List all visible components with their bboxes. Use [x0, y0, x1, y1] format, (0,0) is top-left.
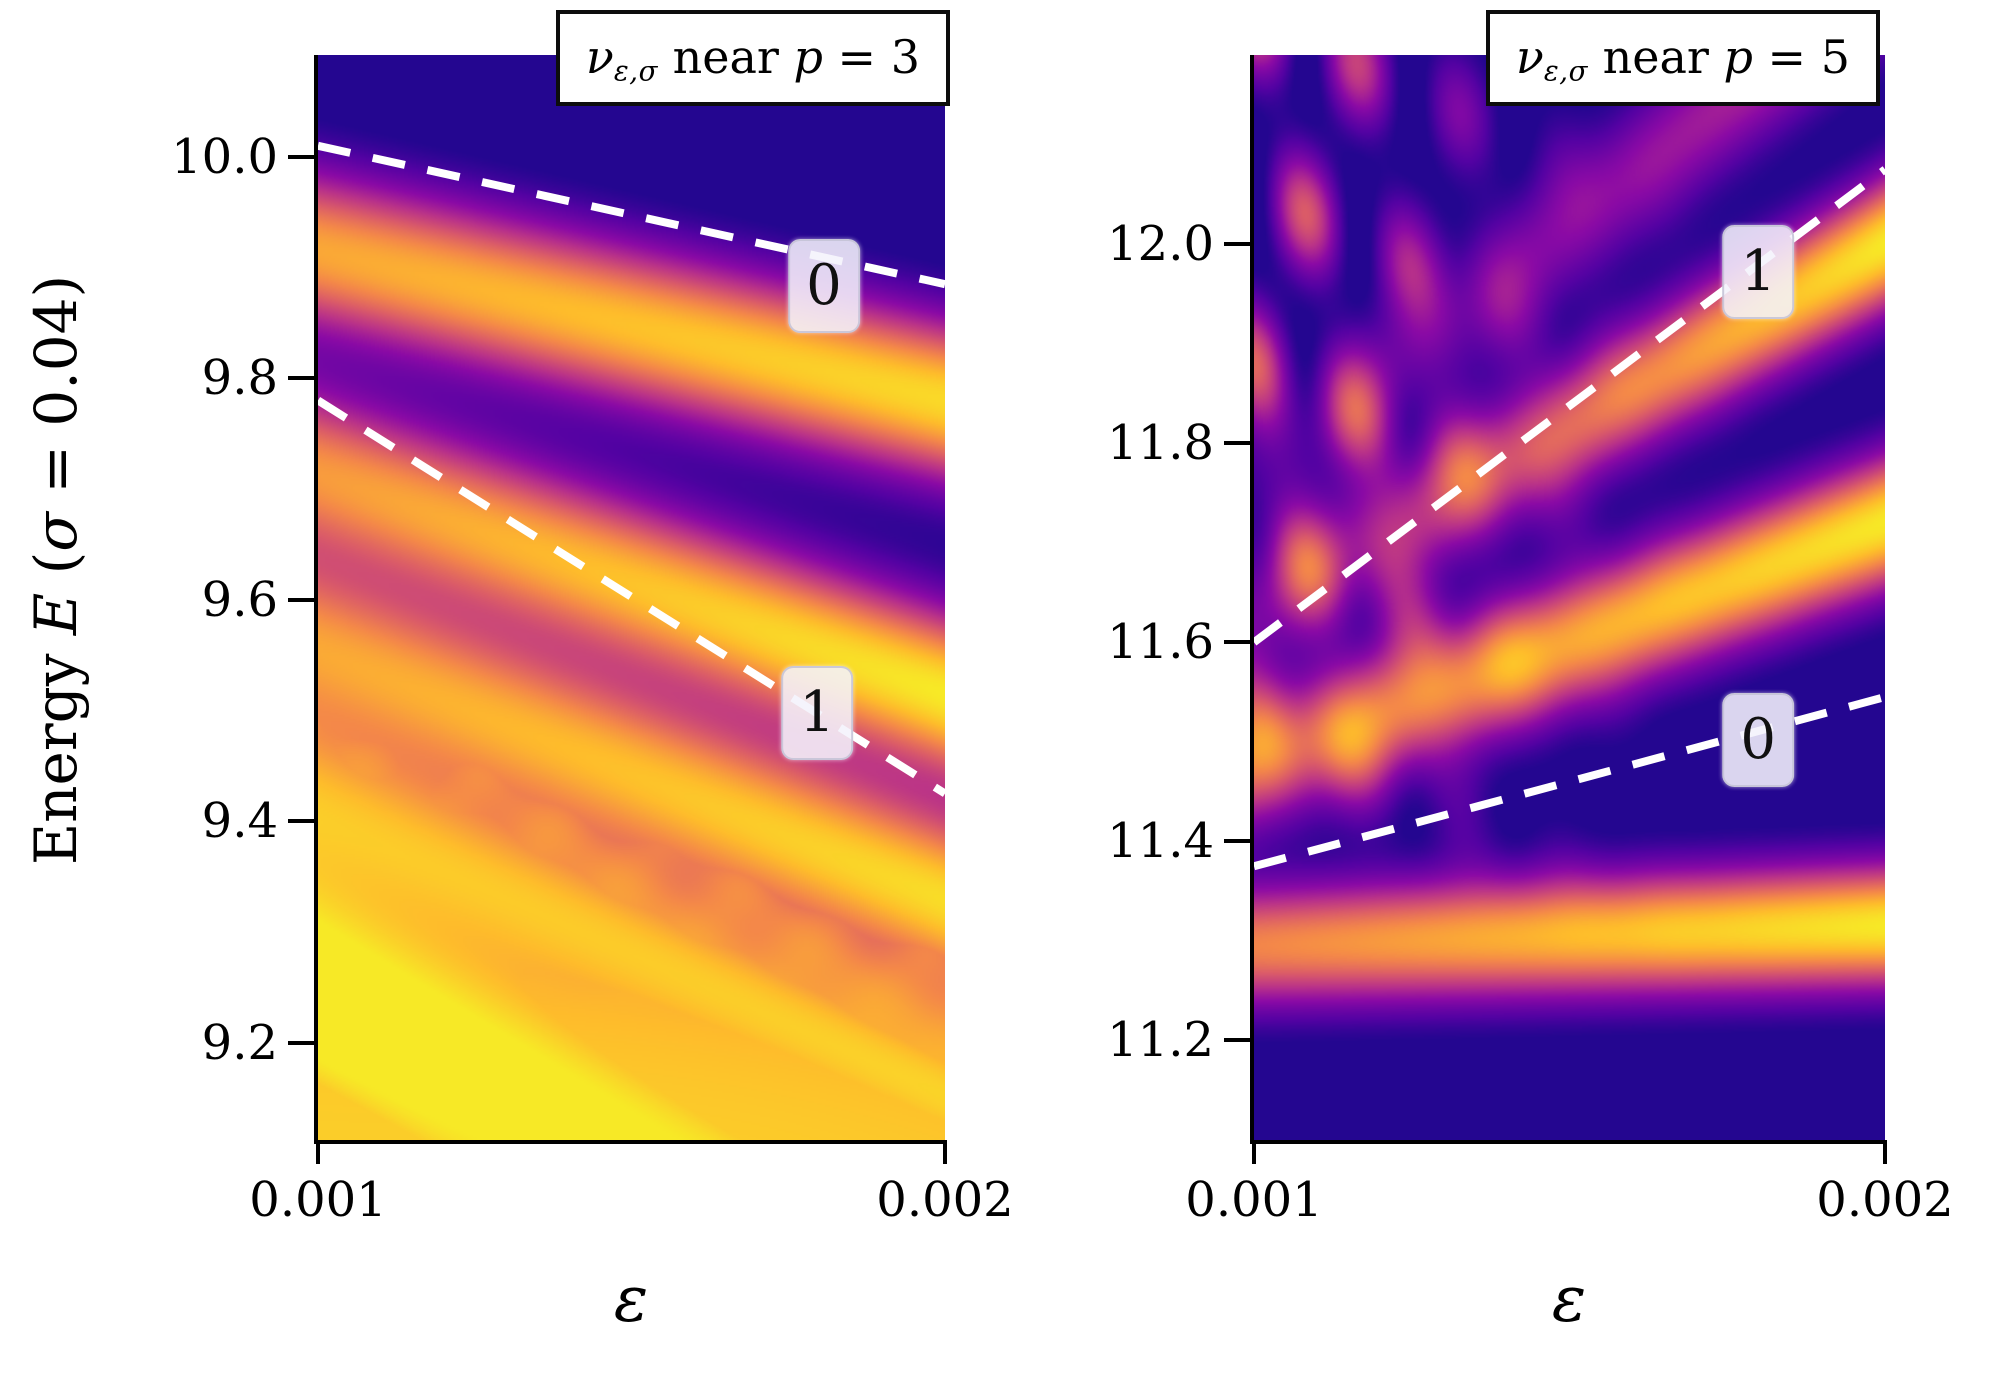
- x-axis-line: [1250, 1140, 1885, 1144]
- y-tick-label: 9.2: [201, 1014, 278, 1071]
- y-tick-mark: [288, 376, 314, 381]
- y-tick-mark: [288, 154, 314, 159]
- panel-title-p5: νε,σ near p = 5: [1485, 10, 1880, 106]
- y-tick-label: 11.4: [1107, 813, 1214, 870]
- title-subscript: ε,σ: [613, 54, 658, 88]
- y-tick-label: 10.0: [171, 128, 278, 185]
- y-tick-label: 11.6: [1107, 614, 1214, 671]
- y-tick-label: 9.8: [201, 350, 278, 407]
- heatmap-panel-p5: 1 0 12.0 11.8 11.6 11.4 11.2 0.001 0.002: [1107, 55, 1954, 1224]
- panel-title-p3: νε,σ near p = 3: [555, 10, 950, 106]
- y-tick-mark: [288, 819, 314, 824]
- line-label-1: 1: [781, 665, 853, 760]
- x-tick-label: 0.002: [876, 1172, 1014, 1228]
- x-axis-label-p5: ε: [1552, 1268, 1586, 1332]
- y-tick-mark: [1224, 1038, 1250, 1043]
- title-value: = 3: [822, 30, 920, 84]
- epsilon-symbol: ε: [613, 1263, 649, 1337]
- y-tick-mark: [288, 597, 314, 602]
- x-tick-label: 0.002: [1816, 1172, 1954, 1228]
- y-axis-label-E: E: [22, 592, 90, 636]
- x-tick-label: 0.001: [249, 1172, 387, 1228]
- heatmap-panel-p3: 0 1 10.0 9.8 9.6 9.4 9.2 0.001 0.002: [171, 55, 1014, 1224]
- y-tick-mark: [1224, 640, 1250, 645]
- x-axis-line: [314, 1140, 945, 1144]
- line-label-0: 0: [788, 239, 860, 334]
- y-tick-label: 9.4: [201, 793, 278, 850]
- y-axis-label: Energy E (σ = 0.04): [22, 275, 90, 865]
- title-p-symbol: p: [793, 30, 823, 84]
- line-label-1: 1: [1722, 225, 1794, 319]
- title-nu-symbol: ν: [585, 30, 614, 84]
- y-axis-label-value: = 0.04): [22, 274, 90, 513]
- title-p-symbol: p: [1723, 30, 1753, 84]
- y-tick-label: 9.6: [201, 571, 278, 628]
- y-tick-mark: [288, 1040, 314, 1045]
- y-axis-label-text: Energy: [22, 635, 90, 866]
- y-tick-mark: [1224, 839, 1250, 844]
- dashed-line-overlay-p5: [1251, 166, 1888, 871]
- x-tick-mark: [943, 1140, 947, 1164]
- x-tick-mark: [316, 1140, 320, 1164]
- title-text: near: [1587, 30, 1724, 84]
- title-subscript: ε,σ: [1543, 54, 1588, 88]
- x-tick-mark: [1883, 1140, 1887, 1164]
- dashed-line-overlay-p3: [315, 141, 948, 797]
- y-axis-label-sigma: σ: [22, 512, 90, 552]
- y-axis-line: [314, 55, 318, 1140]
- title-value: = 5: [1752, 30, 1850, 84]
- line-label-0: 0: [1722, 692, 1794, 787]
- y-tick-label: 11.8: [1107, 415, 1214, 472]
- y-tick-label: 11.2: [1107, 1012, 1214, 1069]
- y-tick-label: 12.0: [1107, 216, 1214, 273]
- heatmap-canvas-p3: [318, 55, 945, 1140]
- dashed-line-1: [1251, 166, 1888, 646]
- y-axis-line: [1250, 55, 1254, 1140]
- x-axis-label-p3: ε: [614, 1268, 648, 1332]
- x-tick-label: 0.001: [1185, 1172, 1323, 1228]
- title-text: near: [657, 30, 794, 84]
- x-tick-mark: [1252, 1140, 1256, 1164]
- y-axis-label-paren: (: [22, 551, 90, 593]
- epsilon-symbol: ε: [1551, 1263, 1587, 1337]
- y-tick-mark: [1224, 441, 1250, 446]
- title-nu-symbol: ν: [1515, 30, 1544, 84]
- y-tick-mark: [1224, 242, 1250, 247]
